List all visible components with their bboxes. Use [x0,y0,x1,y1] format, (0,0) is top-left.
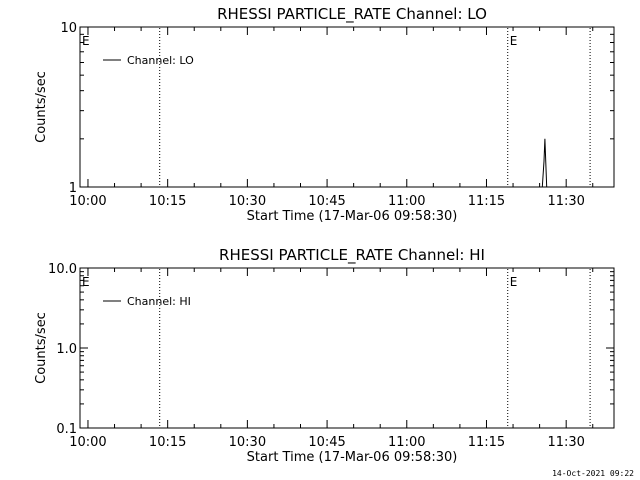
chart-1-legend-label: Channel: LO [127,54,194,67]
chart-2-legend-label: Channel: HI [127,295,191,308]
chart-2-title: RHESSI PARTICLE_RATE Channel: HI [219,246,485,265]
chart-1-event-marker: E [510,34,518,48]
chart-2-xtick-label: 11:00 [388,435,425,450]
chart-2-event-marker: E [82,275,90,289]
chart-1-xlabel: Start Time (17-Mar-06 09:58:30) [247,209,458,224]
chart-2-event-marker: E [510,275,518,289]
chart-2-xlabel: Start Time (17-Mar-06 09:58:30) [247,450,458,465]
chart-2-ylabel: Counts/sec [34,312,49,384]
chart-2-ytick-label: 10.0 [48,262,77,277]
chart-1-event-marker: E [82,34,90,48]
chart-1-plot-frame [79,26,615,188]
chart-2-xtick-label: 11:15 [468,435,505,450]
chart-2-xtick-label: 10:30 [229,435,266,450]
chart-2-xtick-label: 10:45 [308,435,345,450]
chart-2-ytick-label: 1.0 [56,342,77,357]
chart-1-xtick-label: 10:30 [229,194,266,209]
chart-2-xtick-label: 10:00 [69,435,106,450]
chart-1-xtick-label: 11:30 [547,194,584,209]
chart-2-xtick-label: 11:30 [547,435,584,450]
chart-1-xtick-label: 11:15 [468,194,505,209]
chart-1-series-line [541,138,548,188]
chart-1-ylabel: Counts/sec [34,71,49,143]
chart-2-xtick-label: 10:15 [149,435,186,450]
chart-1-xtick-label: 10:15 [149,194,186,209]
chart-1-title: RHESSI PARTICLE_RATE Channel: LO [217,5,487,24]
chart-2-ytick-label: 0.1 [56,422,77,437]
chart-1-xtick-label: 10:00 [69,194,106,209]
chart-1-xtick-label: 10:45 [308,194,345,209]
chart-1-ytick-label: 10 [60,21,77,36]
chart-1-xtick-label: 11:00 [388,194,425,209]
chart-1-ytick-label: 1 [69,181,77,196]
plot-timestamp: 14-Oct-2021 09:22 [552,469,634,478]
